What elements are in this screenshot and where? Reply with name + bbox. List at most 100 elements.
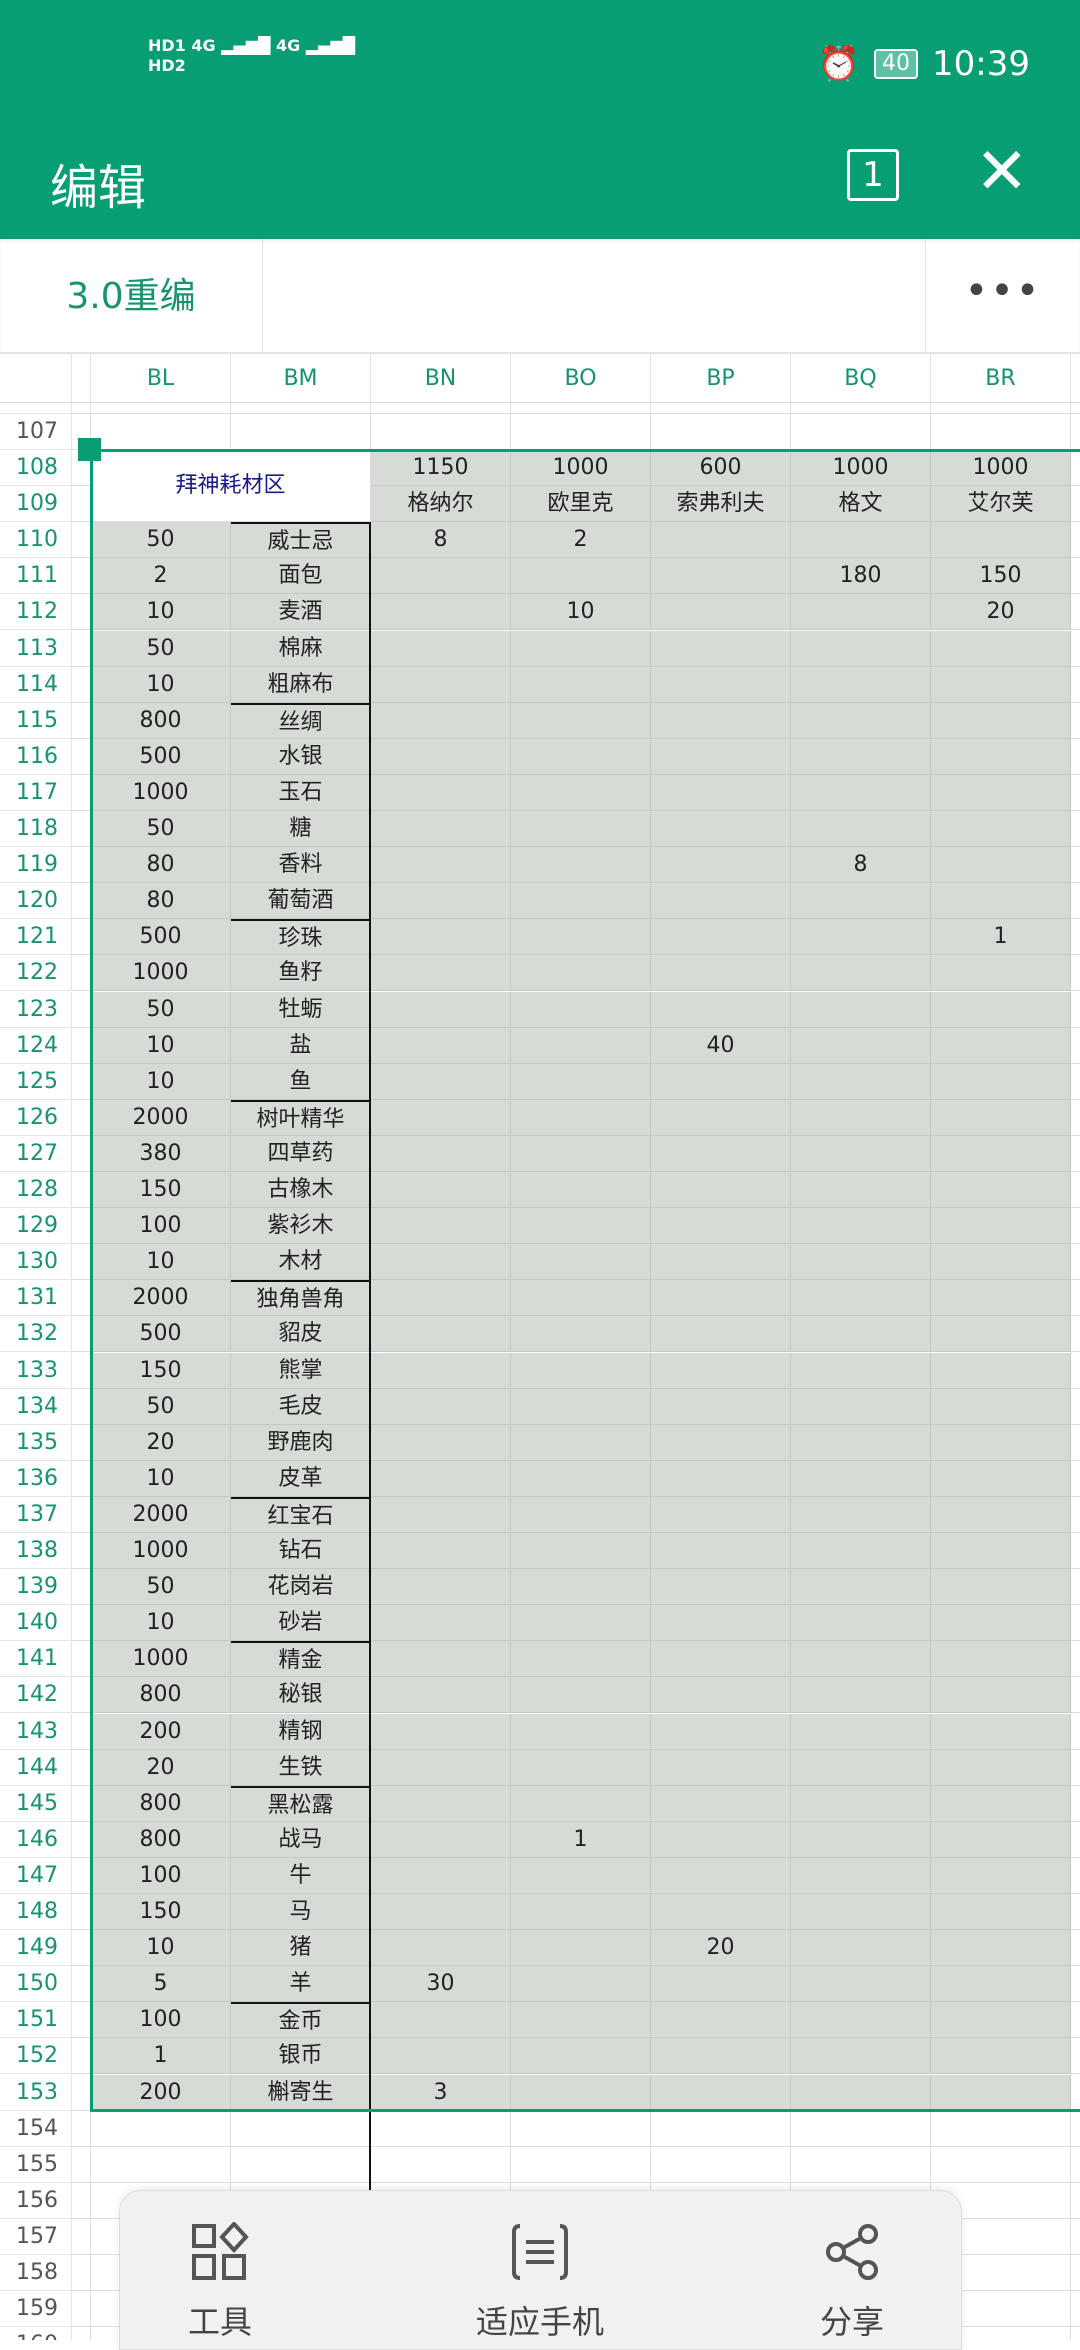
cell[interactable] [931,1857,1071,1894]
column-header-br[interactable]: BR [931,354,1071,403]
cell[interactable] [1071,919,1080,956]
cell[interactable] [651,1172,791,1209]
cell[interactable] [651,1388,791,1425]
cell[interactable]: 180 [791,558,931,595]
cell[interactable]: 猪 [231,1930,371,1967]
cell[interactable] [791,1605,931,1642]
row-number[interactable]: 120 [0,883,72,920]
cell[interactable]: 金币 [231,2002,371,2039]
cell[interactable] [651,702,791,739]
row-number[interactable]: 159 [0,2291,72,2328]
row-number[interactable]: 157 [0,2218,72,2255]
cell[interactable] [371,630,511,667]
cell[interactable]: 1 [511,1821,651,1858]
cell[interactable] [1071,2255,1080,2292]
cell[interactable]: 1000 [91,955,231,992]
cell[interactable] [1071,450,1080,487]
cell[interactable] [931,1930,1071,1967]
cell[interactable] [791,2074,931,2111]
cell[interactable] [1071,1822,1080,1858]
cell[interactable]: 格纳尔 [371,486,511,523]
cell[interactable] [1071,2291,1080,2328]
cell[interactable]: 1000 [91,1533,231,1570]
cell[interactable] [1071,1389,1080,1425]
cell[interactable] [931,2218,1071,2255]
cell[interactable]: 50 [91,811,231,848]
row-number[interactable]: 148 [0,1894,72,1931]
cell[interactable]: 8 [371,522,511,559]
cell[interactable]: 麦酒 [231,594,371,631]
spreadsheet-grid[interactable]: 1061071081150100060010001000109格纳尔欧里克索弗利… [0,354,1080,2340]
cell[interactable] [371,1569,511,1606]
cell[interactable]: 1000 [791,450,931,487]
cell[interactable]: 600 [651,450,791,487]
cell[interactable] [371,1713,511,1750]
cell[interactable] [651,1244,791,1281]
row-number[interactable]: 133 [0,1352,72,1389]
cell[interactable] [931,1605,1071,1642]
cell[interactable] [791,522,931,559]
row-number[interactable]: 113 [0,630,72,667]
cell[interactable] [1071,1641,1080,1678]
cell[interactable] [651,1713,791,1750]
row-number[interactable]: 144 [0,1749,72,1786]
cell[interactable] [791,1208,931,1245]
cell[interactable] [371,991,511,1028]
cell[interactable] [651,955,791,992]
cell[interactable] [1071,522,1080,559]
cell[interactable] [651,1496,791,1533]
cell[interactable] [1071,1316,1080,1353]
cell[interactable] [1071,1894,1080,1931]
row-number[interactable]: 136 [0,1460,72,1497]
cell[interactable]: 100 [91,1208,231,1245]
cell[interactable] [931,1569,1071,1606]
cell[interactable] [931,1244,1071,1281]
cell[interactable] [651,666,791,703]
cell[interactable]: 1000 [511,450,651,487]
column-header-bp[interactable]: BP [651,354,791,403]
cell[interactable] [1071,1966,1080,2003]
cell[interactable]: 独角兽角 [231,1280,371,1317]
cell[interactable]: 10 [91,1027,231,1064]
cell[interactable]: 熊掌 [231,1352,371,1389]
cell[interactable]: 2000 [91,1496,231,1533]
cell[interactable] [791,702,931,739]
cell[interactable] [511,1172,651,1209]
cell[interactable] [791,1569,931,1606]
cell[interactable] [1071,2038,1080,2075]
cell[interactable]: 1000 [931,450,1071,487]
cell[interactable]: 150 [91,1894,231,1931]
cell[interactable] [371,1785,511,1822]
cell[interactable]: 野鹿肉 [231,1424,371,1461]
row-number[interactable]: 124 [0,1027,72,1064]
cell[interactable]: 生铁 [231,1749,371,1786]
row-number[interactable]: 156 [0,2182,72,2219]
cell[interactable] [371,1352,511,1389]
cell[interactable] [791,1749,931,1786]
cell[interactable]: 精金 [231,1641,371,1678]
row-number[interactable]: 118 [0,811,72,848]
row-number[interactable]: 140 [0,1605,72,1642]
cell[interactable]: 1000 [91,774,231,811]
cell[interactable] [931,991,1071,1028]
row-number[interactable]: 139 [0,1569,72,1606]
cell[interactable] [651,630,791,667]
cell[interactable] [931,847,1071,884]
cell[interactable] [371,2146,511,2183]
cell[interactable] [651,1641,791,1678]
cell[interactable] [371,2110,511,2147]
cell[interactable]: 威士忌 [231,522,371,559]
cell[interactable] [931,413,1071,450]
cell[interactable] [931,1099,1071,1136]
cell[interactable] [651,774,791,811]
cell[interactable] [791,1027,931,1064]
column-header-bq[interactable]: BQ [791,354,931,403]
row-number[interactable]: 131 [0,1280,72,1317]
cell[interactable] [1071,1280,1080,1317]
cell[interactable] [511,1027,651,1064]
cell[interactable] [511,847,651,884]
cell[interactable] [511,1135,651,1172]
sheet-count-button[interactable]: 1 [847,149,899,201]
cell[interactable] [1071,2327,1080,2340]
cell[interactable]: 羊 [231,1966,371,2003]
